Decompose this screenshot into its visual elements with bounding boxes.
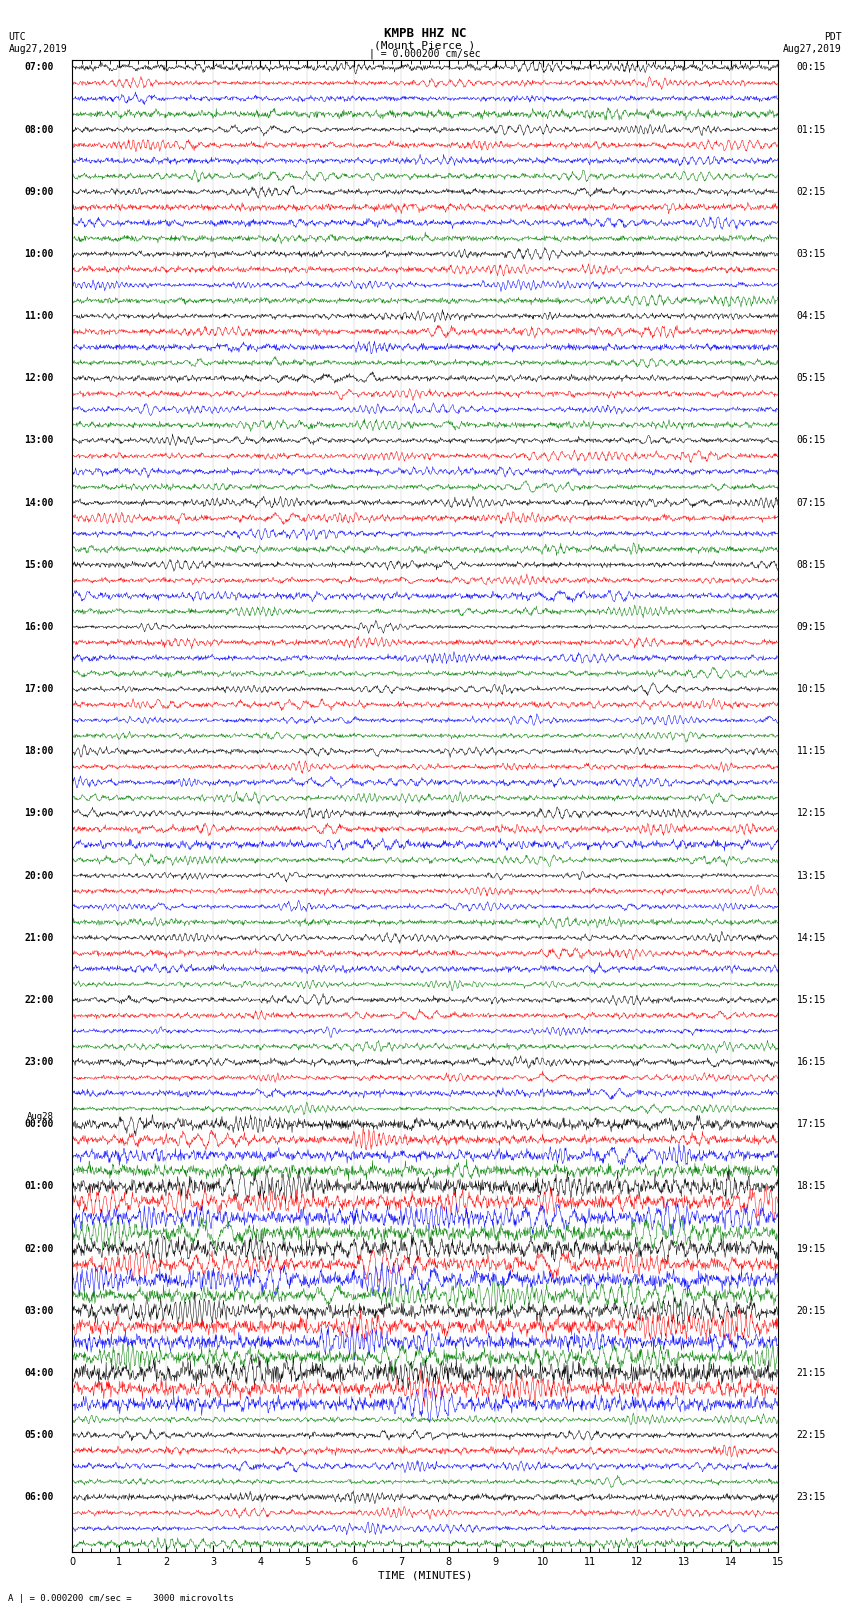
Text: 14:00: 14:00	[24, 498, 54, 508]
Text: 23:15: 23:15	[796, 1492, 826, 1502]
Text: 03:00: 03:00	[24, 1307, 54, 1316]
Text: 18:00: 18:00	[24, 747, 54, 756]
Text: 06:15: 06:15	[796, 436, 826, 445]
Text: 09:00: 09:00	[24, 187, 54, 197]
Text: 15:00: 15:00	[24, 560, 54, 569]
Text: 19:00: 19:00	[24, 808, 54, 818]
Text: 22:00: 22:00	[24, 995, 54, 1005]
Text: 16:15: 16:15	[796, 1057, 826, 1068]
Text: 03:15: 03:15	[796, 248, 826, 260]
Text: 13:00: 13:00	[24, 436, 54, 445]
Text: 07:00: 07:00	[24, 63, 54, 73]
Text: 11:00: 11:00	[24, 311, 54, 321]
Text: 05:15: 05:15	[796, 373, 826, 384]
Text: 22:15: 22:15	[796, 1431, 826, 1440]
Text: 05:00: 05:00	[24, 1431, 54, 1440]
Text: 08:00: 08:00	[24, 124, 54, 134]
Text: 17:15: 17:15	[796, 1119, 826, 1129]
Text: 10:15: 10:15	[796, 684, 826, 694]
Text: A | = 0.000200 cm/sec =    3000 microvolts: A | = 0.000200 cm/sec = 3000 microvolts	[8, 1594, 235, 1603]
Text: 15:15: 15:15	[796, 995, 826, 1005]
Text: 09:15: 09:15	[796, 623, 826, 632]
Text: KMPB HHZ NC: KMPB HHZ NC	[383, 26, 467, 39]
Text: 04:15: 04:15	[796, 311, 826, 321]
Text: Aug28: Aug28	[26, 1111, 54, 1121]
X-axis label: TIME (MINUTES): TIME (MINUTES)	[377, 1571, 473, 1581]
Text: 23:00: 23:00	[24, 1057, 54, 1068]
Text: 07:15: 07:15	[796, 498, 826, 508]
Text: UTC: UTC	[8, 32, 26, 42]
Text: 01:00: 01:00	[24, 1181, 54, 1192]
Text: 10:00: 10:00	[24, 248, 54, 260]
Text: 20:15: 20:15	[796, 1307, 826, 1316]
Text: 12:00: 12:00	[24, 373, 54, 384]
Text: 00:00: 00:00	[24, 1119, 54, 1129]
Text: 17:00: 17:00	[24, 684, 54, 694]
Text: 06:00: 06:00	[24, 1492, 54, 1502]
Text: 02:15: 02:15	[796, 187, 826, 197]
Text: 13:15: 13:15	[796, 871, 826, 881]
Text: 01:15: 01:15	[796, 124, 826, 134]
Text: 21:00: 21:00	[24, 932, 54, 944]
Text: 19:15: 19:15	[796, 1244, 826, 1253]
Text: Aug27,2019: Aug27,2019	[783, 44, 842, 53]
Text: PDT: PDT	[824, 32, 842, 42]
Text: 18:15: 18:15	[796, 1181, 826, 1192]
Text: 04:00: 04:00	[24, 1368, 54, 1378]
Text: 02:00: 02:00	[24, 1244, 54, 1253]
Text: | = 0.000200 cm/sec: | = 0.000200 cm/sec	[369, 48, 481, 58]
Text: 16:00: 16:00	[24, 623, 54, 632]
Text: 11:15: 11:15	[796, 747, 826, 756]
Text: 20:00: 20:00	[24, 871, 54, 881]
Text: (Mount Pierce ): (Mount Pierce )	[374, 40, 476, 50]
Text: 21:15: 21:15	[796, 1368, 826, 1378]
Text: 00:15: 00:15	[796, 63, 826, 73]
Text: Aug27,2019: Aug27,2019	[8, 44, 67, 53]
Text: 12:15: 12:15	[796, 808, 826, 818]
Text: 14:15: 14:15	[796, 932, 826, 944]
Text: 08:15: 08:15	[796, 560, 826, 569]
